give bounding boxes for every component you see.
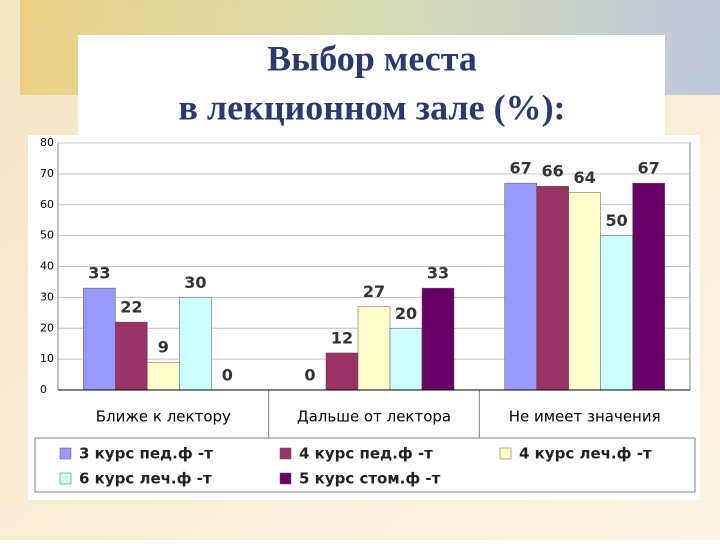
- y-tick-label: 0: [40, 383, 47, 396]
- bar: [536, 185, 569, 391]
- bar: [504, 182, 537, 391]
- value-label: 0: [222, 366, 233, 385]
- value-label: 64: [574, 168, 596, 187]
- y-tick-label: 40: [40, 260, 54, 273]
- x-tick-label: Дальше от лектора: [297, 408, 451, 426]
- bar: [115, 321, 148, 391]
- value-label: 33: [427, 264, 449, 283]
- y-tick-label: 50: [40, 229, 54, 242]
- legend-label: 4 курс леч.ф -т: [519, 445, 652, 463]
- value-label: 66: [542, 162, 564, 181]
- bar: [389, 328, 423, 391]
- legend-label: 4 курс пед.ф -т: [299, 445, 433, 463]
- legend-label: 6 курс леч.ф -т: [79, 470, 212, 488]
- y-tick-label: 60: [40, 198, 54, 211]
- bar: [325, 352, 359, 391]
- value-label: 9: [158, 338, 169, 357]
- bar: [632, 182, 665, 391]
- legend-swatch: [59, 472, 72, 485]
- x-tick-label: Ближе к лектору: [96, 408, 231, 426]
- chart-title: в лекционном зале (%):: [178, 87, 565, 127]
- legend-swatch: [279, 447, 292, 460]
- title-box: [78, 35, 665, 135]
- legend-swatch: [279, 472, 292, 485]
- bar: [421, 287, 455, 391]
- value-label: 67: [638, 159, 660, 178]
- chart-title: Выбор места: [267, 38, 477, 78]
- value-label: 33: [88, 264, 110, 283]
- value-label: 30: [184, 273, 206, 292]
- y-tick-label: 10: [40, 352, 54, 365]
- value-label: 20: [395, 304, 417, 323]
- value-label: 67: [510, 159, 532, 178]
- legend-box: [34, 437, 696, 493]
- bar: [357, 306, 391, 391]
- value-label: 0: [304, 366, 315, 385]
- bar: [600, 235, 633, 391]
- y-tick-label: 20: [40, 321, 54, 334]
- value-label: 50: [606, 211, 628, 230]
- value-label: 12: [331, 328, 353, 347]
- value-label: 22: [120, 298, 142, 317]
- legend-swatch: [499, 447, 512, 460]
- bar: [83, 287, 116, 391]
- bar: [568, 192, 601, 391]
- y-tick-label: 80: [40, 136, 54, 149]
- legend-label: 5 курс стом.ф -т: [299, 470, 441, 488]
- bar: [179, 297, 212, 391]
- value-label: 27: [363, 282, 385, 301]
- legend-swatch: [59, 447, 72, 460]
- y-tick-label: 30: [40, 290, 54, 303]
- bar: [147, 361, 180, 391]
- y-tick-label: 70: [40, 167, 54, 180]
- legend-label: 3 курс пед.ф -т: [79, 445, 213, 463]
- x-tick-label: Не имеет значения: [509, 408, 661, 426]
